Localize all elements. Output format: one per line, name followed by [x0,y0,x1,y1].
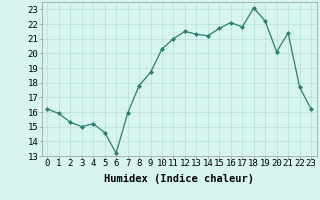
X-axis label: Humidex (Indice chaleur): Humidex (Indice chaleur) [104,174,254,184]
